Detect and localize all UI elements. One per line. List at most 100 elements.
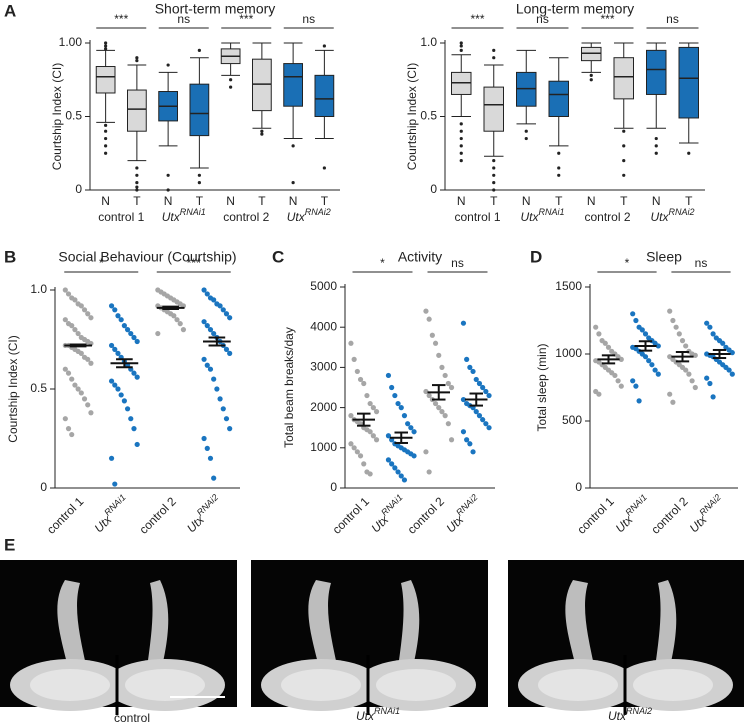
- significance-label: ***: [470, 12, 484, 26]
- data-point: [75, 386, 81, 392]
- data-point: [223, 311, 230, 317]
- data-point: [357, 376, 364, 383]
- outlier: [104, 129, 108, 133]
- data-point: [411, 429, 417, 435]
- data-point: [367, 429, 373, 435]
- y-axis-label: Courtship Index (CI): [405, 63, 419, 170]
- data-point: [69, 323, 75, 329]
- box: [314, 74, 335, 117]
- outlier: [104, 151, 108, 155]
- y-tick-label: 500: [562, 413, 582, 427]
- outlier: [135, 188, 139, 192]
- y-tick-label: 3000: [310, 360, 337, 374]
- data-point: [392, 392, 398, 399]
- data-point: [88, 410, 94, 416]
- data-point: [370, 433, 376, 439]
- data-point: [401, 413, 408, 419]
- outlier: [589, 78, 593, 82]
- outlier: [492, 188, 496, 192]
- outlier: [459, 144, 463, 148]
- error-bar: [116, 358, 133, 369]
- group-label: control 1: [454, 210, 500, 224]
- data-point: [486, 392, 492, 399]
- error-bar: [357, 412, 371, 427]
- data-point: [389, 384, 395, 391]
- data-point: [367, 471, 373, 477]
- group-label: control 1: [98, 210, 144, 224]
- data-point: [401, 477, 408, 483]
- data-point: [124, 327, 131, 333]
- group-label-superscript: RNAi2: [305, 207, 331, 217]
- y-tick-label: 5000: [310, 279, 337, 293]
- group-label-text: Utx: [162, 210, 181, 224]
- data-point: [652, 367, 658, 373]
- data-point: [673, 324, 679, 330]
- data-point: [439, 409, 445, 415]
- x-tick-label: UtxRNAi1: [90, 492, 133, 535]
- x-tick-label-superscript: RNAi1: [624, 492, 649, 517]
- data-point: [108, 378, 115, 384]
- data-point: [389, 461, 395, 467]
- x-tick-label: T: [321, 194, 329, 208]
- significance-label: ns: [302, 12, 315, 26]
- data-point: [69, 376, 75, 382]
- data-point: [593, 324, 599, 330]
- outlier: [260, 129, 264, 133]
- group-label: UtxRNAi2: [287, 207, 331, 224]
- outlier: [135, 185, 139, 189]
- data-point: [211, 376, 217, 382]
- data-point: [408, 425, 414, 431]
- data-point: [480, 417, 486, 423]
- x-tick-label: N: [457, 194, 466, 208]
- data-point: [442, 413, 448, 419]
- data-point: [227, 315, 233, 321]
- data-point: [692, 384, 698, 391]
- outlier: [492, 181, 496, 185]
- data-point: [473, 376, 479, 383]
- data-point: [81, 307, 88, 313]
- box: [283, 63, 303, 107]
- outlier: [104, 41, 108, 45]
- data-point: [134, 338, 140, 345]
- x-tick-label: T: [133, 194, 141, 208]
- x-tick-label: control 1: [574, 494, 617, 537]
- x-tick-label: N: [101, 194, 110, 208]
- data-point: [667, 391, 673, 397]
- data-point: [364, 392, 370, 399]
- error-bar: [432, 384, 446, 401]
- data-point: [121, 398, 127, 404]
- group-label-text: Utx: [650, 210, 669, 224]
- group-label-text: control 2: [584, 210, 630, 224]
- data-point: [112, 346, 118, 352]
- y-tick-label: 0: [330, 480, 337, 494]
- x-tick-label: control 2: [648, 494, 691, 537]
- data-point: [642, 331, 649, 337]
- data-point: [667, 308, 673, 314]
- group-label-text: Utx: [520, 210, 539, 224]
- y-tick-label: 1.0: [30, 282, 47, 296]
- outlier: [459, 136, 463, 141]
- data-point: [467, 364, 473, 370]
- error-bar: [675, 350, 690, 363]
- data-point: [442, 372, 448, 379]
- group-label-text: control 1: [98, 210, 144, 224]
- box: [646, 49, 667, 95]
- data-point: [112, 382, 118, 388]
- outlier: [197, 181, 201, 185]
- data-point: [476, 380, 483, 387]
- data-point: [134, 441, 140, 448]
- data-point: [201, 287, 207, 293]
- outlier: [654, 144, 658, 148]
- x-tick-label: UtxRNAi2: [685, 492, 728, 535]
- data-point: [689, 378, 695, 384]
- data-point: [692, 352, 698, 358]
- data-point: [88, 360, 94, 366]
- data-point: [367, 400, 373, 407]
- x-tick-label-text: control 1: [44, 494, 87, 537]
- data-point: [445, 421, 451, 427]
- data-point: [405, 421, 411, 427]
- data-point: [217, 303, 223, 309]
- image-panels: [0, 560, 744, 717]
- panel-label: A: [4, 1, 16, 20]
- data-point: [618, 356, 624, 362]
